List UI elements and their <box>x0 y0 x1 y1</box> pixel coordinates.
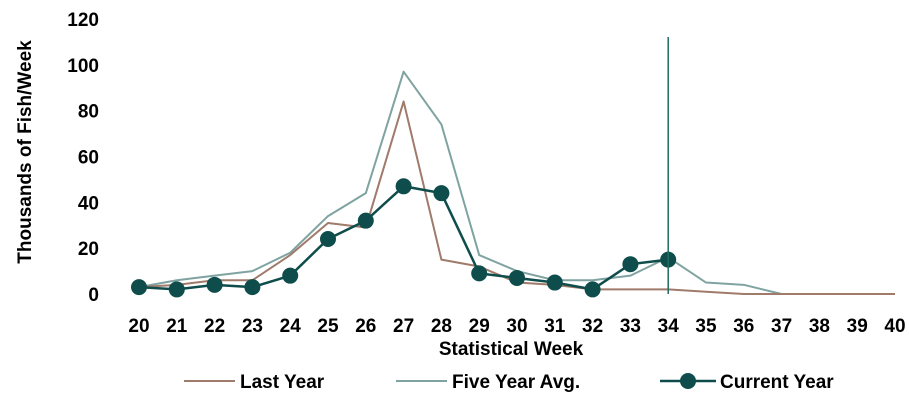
y-tick-label: 80 <box>78 102 99 123</box>
series-markers <box>131 178 677 298</box>
x-tick-label: 36 <box>733 316 754 337</box>
data-point-current-year <box>546 274 563 291</box>
x-tick-label: 38 <box>809 316 830 337</box>
y-tick-label: 0 <box>88 285 99 306</box>
series-line-last-year <box>138 100 895 295</box>
legend-marker-current-year <box>680 373 696 389</box>
data-point-current-year <box>433 185 450 202</box>
series-line-five-year-avg <box>138 70 895 295</box>
data-point-current-year <box>357 212 374 229</box>
x-tick-label: 34 <box>658 316 680 337</box>
y-axis-title: Thousands of Fish/Week <box>15 40 36 264</box>
x-tick-label: 37 <box>771 316 792 337</box>
x-tick-label: 35 <box>695 316 717 337</box>
legend: Last Year Five Year Avg. Current Year <box>184 372 834 393</box>
x-tick-label: 29 <box>469 316 490 337</box>
data-point-current-year <box>131 279 147 296</box>
x-tick-label: 40 <box>884 316 905 337</box>
data-point-current-year <box>206 276 223 293</box>
y-tick-label: 100 <box>67 56 99 77</box>
x-tick-label: 20 <box>128 316 149 337</box>
x-tick-label: 30 <box>506 316 527 337</box>
data-point-current-year <box>244 279 261 296</box>
series-lines <box>138 70 895 295</box>
x-tick-label: 39 <box>847 316 868 337</box>
x-tick-label: 25 <box>317 316 339 337</box>
data-point-current-year <box>509 269 525 286</box>
x-axis-ticks: 20 21 22 23 24 25 26 27 28 29 30 31 32 33 34 35 36 37 38 39… <box>128 316 905 337</box>
x-tick-label: 32 <box>582 316 603 337</box>
y-tick-label: 120 <box>67 10 99 31</box>
data-point-current-year <box>622 256 639 273</box>
x-tick-label: 21 <box>166 316 188 337</box>
x-tick-label: 27 <box>393 316 414 337</box>
x-axis-title: Statistical Week <box>439 339 584 360</box>
data-point-current-year <box>282 267 299 284</box>
y-tick-label: 20 <box>78 239 99 260</box>
data-point-current-year <box>395 178 412 195</box>
data-point-current-year <box>471 265 488 282</box>
data-point-current-year <box>320 231 336 247</box>
data-point-current-year <box>584 281 601 298</box>
y-tick-label: 40 <box>78 193 99 214</box>
y-axis-ticks: 0 20 40 60 80 100 120 <box>67 10 99 306</box>
x-tick-label: 22 <box>204 316 225 337</box>
x-tick-label: 24 <box>280 316 302 337</box>
legend-label-five-year-avg: Five Year Avg. <box>452 372 580 393</box>
data-point-current-year <box>168 281 185 298</box>
y-tick-label: 60 <box>78 148 99 169</box>
x-tick-label: 26 <box>355 316 376 337</box>
x-tick-label: 31 <box>544 316 566 337</box>
x-tick-label: 23 <box>242 316 263 337</box>
x-tick-label: 33 <box>620 316 641 337</box>
legend-label-current-year: Current Year <box>720 372 834 393</box>
series-line-current-year <box>138 185 669 291</box>
x-tick-label: 28 <box>431 316 452 337</box>
legend-label-last-year: Last Year <box>240 372 325 393</box>
